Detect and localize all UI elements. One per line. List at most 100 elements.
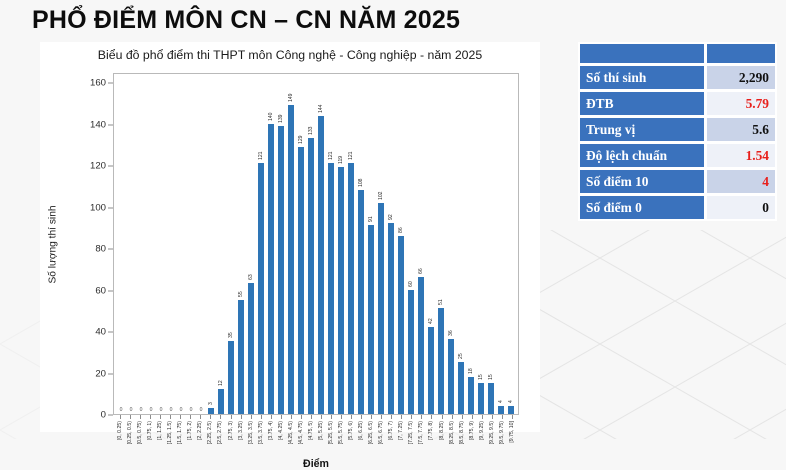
x-tick-mark [200, 415, 202, 419]
bar[interactable] [367, 225, 375, 414]
bar[interactable] [257, 163, 265, 414]
bar[interactable] [457, 362, 465, 414]
bar-value-label: 0 [189, 407, 193, 413]
bar-slot[interactable]: 0 [176, 74, 186, 414]
bar-slot[interactable]: 60 [406, 74, 416, 414]
bar-slot[interactable]: 0 [166, 74, 176, 414]
bar-value-label: 15 [488, 374, 495, 380]
bar-slot[interactable]: 0 [146, 74, 156, 414]
bar-slot[interactable]: 55 [236, 74, 246, 414]
y-axis-ticks: 0 20 40 60 80 100 120 140 160 [40, 73, 113, 421]
x-tick-mark [320, 415, 322, 419]
bar-slot[interactable]: 51 [436, 74, 446, 414]
bar-slot[interactable]: 133 [306, 74, 316, 414]
bar-slot[interactable]: 36 [446, 74, 456, 414]
bar-value-label: 15 [478, 374, 485, 380]
bar-slot[interactable]: 121 [256, 74, 266, 414]
bar-slot[interactable]: 108 [356, 74, 366, 414]
bar[interactable] [427, 326, 435, 414]
bar-slot[interactable]: 66 [416, 74, 426, 414]
bar-slot[interactable]: 25 [456, 74, 466, 414]
bar-slot[interactable]: 119 [336, 74, 346, 414]
bar-slot[interactable]: 0 [116, 74, 126, 414]
bar-slot[interactable]: 15 [476, 74, 486, 414]
bar[interactable] [397, 235, 405, 414]
bar[interactable] [447, 339, 455, 414]
bar-slot[interactable]: 121 [346, 74, 356, 414]
x-tick-label: [5, 5.25) [317, 421, 324, 441]
bar-slot[interactable]: 42 [426, 74, 436, 414]
bar-value-label: 0 [129, 407, 133, 413]
stats-table-body: Số thí sinh 2,290 ĐTB 5.79 Trung vị 5.6 Độ lệc… [579, 65, 776, 220]
bar-slot[interactable]: 144 [316, 74, 326, 414]
bar[interactable] [477, 382, 485, 414]
bar[interactable] [357, 190, 365, 414]
bar[interactable] [327, 163, 335, 414]
bar[interactable] [237, 300, 245, 414]
x-tick-mark [381, 415, 383, 419]
bar[interactable] [407, 289, 415, 414]
bar-value-label: 42 [428, 318, 435, 324]
bar[interactable] [307, 138, 315, 414]
bar-value-label: 144 [318, 104, 325, 113]
x-tick-mark [270, 415, 272, 419]
bar[interactable] [277, 125, 285, 414]
bar-slot[interactable]: 121 [326, 74, 336, 414]
bar[interactable] [337, 167, 345, 414]
bar-slot[interactable]: 12 [216, 74, 226, 414]
bar-value-label: 0 [139, 407, 143, 413]
bar-slot[interactable]: 0 [126, 74, 136, 414]
bar[interactable] [507, 405, 515, 414]
bar-slot[interactable]: 4 [506, 74, 516, 414]
bar[interactable] [437, 308, 445, 414]
bar[interactable] [227, 341, 235, 414]
bar[interactable] [317, 115, 325, 414]
bar[interactable] [247, 283, 255, 414]
bar-value-label: 121 [348, 151, 355, 161]
bar[interactable] [377, 202, 385, 414]
bar-slot[interactable]: 0 [186, 74, 196, 414]
bar-slot[interactable]: 91 [366, 74, 376, 414]
bar-slot[interactable]: 63 [246, 74, 256, 414]
bar[interactable] [217, 389, 225, 414]
bar[interactable] [497, 405, 505, 414]
bar-slot[interactable]: 35 [226, 74, 236, 414]
bar[interactable] [467, 376, 475, 414]
bar-slot[interactable]: 3 [206, 74, 216, 414]
x-tick-mark [501, 415, 503, 419]
bar-slot[interactable]: 15 [486, 74, 496, 414]
bar[interactable] [347, 163, 355, 414]
bar[interactable] [267, 123, 275, 414]
bar-slot[interactable]: 139 [276, 74, 286, 414]
bar-slot[interactable]: 4 [496, 74, 506, 414]
bar-value-label: 4 [508, 399, 515, 403]
bar[interactable] [487, 382, 495, 414]
bar-slot[interactable]: 140 [266, 74, 276, 414]
bar[interactable] [207, 407, 215, 414]
x-tick-label: [9.75, 10] [508, 421, 515, 443]
x-tick-mark [431, 415, 433, 419]
bar-slot[interactable]: 92 [386, 74, 396, 414]
x-tick-mark [411, 415, 413, 419]
x-tick-mark [150, 415, 152, 419]
bar-value-label: 91 [368, 216, 375, 223]
bar-slot[interactable]: 102 [376, 74, 386, 414]
bar[interactable] [297, 146, 305, 414]
stats-row: Số thí sinh 2,290 [579, 65, 776, 90]
stats-header-label-cell [579, 43, 705, 64]
bar-slot[interactable]: 18 [466, 74, 476, 414]
x-tick-label: [9.25, 9.5) [488, 421, 495, 445]
bar[interactable] [387, 223, 395, 414]
bar-slot[interactable]: 0 [156, 74, 166, 414]
bar-slot[interactable]: 0 [136, 74, 146, 414]
x-tick-label: [4, 4.25) [277, 421, 284, 441]
x-tick-mark [290, 415, 292, 419]
bar[interactable] [417, 277, 425, 414]
bar-slot[interactable]: 129 [296, 74, 306, 414]
bar-slot[interactable]: 0 [196, 74, 206, 414]
bar-slot[interactable]: 149 [286, 74, 296, 414]
x-tick-mark [511, 415, 513, 419]
bar-value-label: 86 [398, 227, 405, 233]
bar[interactable] [287, 105, 295, 414]
bar-slot[interactable]: 86 [396, 74, 406, 414]
